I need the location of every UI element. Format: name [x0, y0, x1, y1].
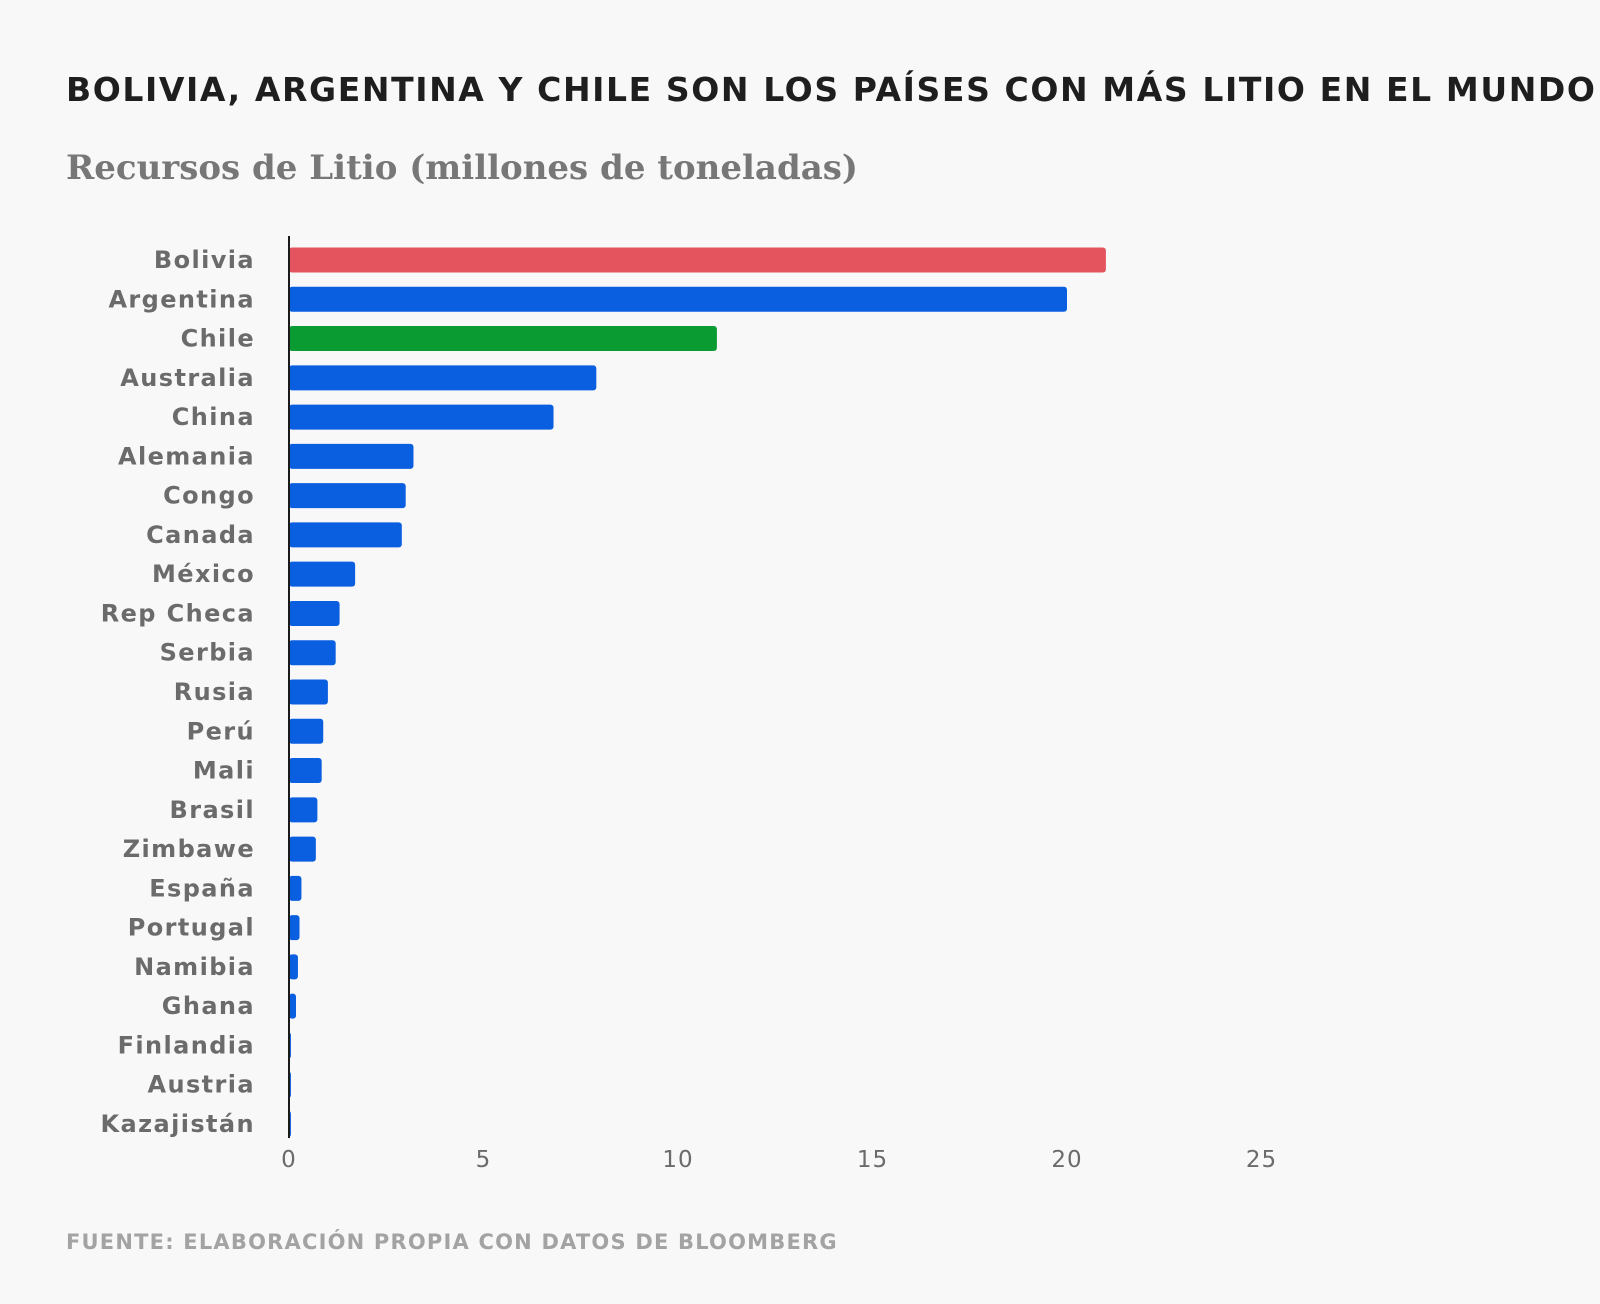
- chart-subtitle: Recursos de Litio (millones de toneladas…: [66, 148, 858, 188]
- category-label-rusia: Rusia: [174, 678, 255, 706]
- bar-brasil: [289, 797, 318, 823]
- bar-canada: [289, 522, 402, 548]
- bar-chile: [289, 326, 717, 352]
- category-label-argentina: Argentina: [108, 285, 255, 313]
- bar-portugal: [289, 915, 300, 941]
- category-label-chile: Chile: [181, 325, 255, 353]
- category-label-portugal: Portugal: [128, 914, 255, 942]
- category-label-austria: Austria: [148, 1071, 255, 1099]
- x-tick-label-0: 0: [281, 1147, 297, 1173]
- bar-espana: [289, 875, 302, 901]
- category-label-zimbawe: Zimbawe: [123, 835, 255, 863]
- category-label-serbia: Serbia: [160, 639, 255, 667]
- category-label-australia: Australia: [120, 364, 255, 392]
- category-label-mali: Mali: [193, 757, 255, 785]
- category-label-rep-checa: Rep Checa: [101, 599, 255, 627]
- bar-mali: [289, 758, 322, 784]
- bar-alemania: [289, 443, 414, 469]
- category-label-peru: Perú: [187, 717, 255, 745]
- category-label-espana: España: [149, 874, 255, 902]
- x-tick-label-5: 5: [476, 1147, 492, 1173]
- bar-mexico: [289, 561, 356, 587]
- bar-ghana: [289, 993, 297, 1019]
- category-label-namibia: Namibia: [134, 953, 255, 981]
- bar-bolivia: [289, 247, 1106, 273]
- bar-argentina: [289, 286, 1067, 312]
- x-tick-label-20: 20: [1051, 1147, 1082, 1173]
- category-label-bolivia: Bolivia: [154, 246, 255, 274]
- bar-serbia: [289, 640, 336, 666]
- bar-rep-checa: [289, 600, 340, 626]
- category-label-kazajistan: Kazajistán: [101, 1110, 255, 1138]
- bar-zimbawe: [289, 836, 316, 862]
- bar-rusia: [289, 679, 328, 705]
- x-tick-label-10: 10: [662, 1147, 693, 1173]
- source-note: FUENTE: ELABORACIÓN PROPIA CON DATOS DE …: [66, 1230, 838, 1254]
- category-label-finlandia: Finlandia: [118, 1031, 255, 1059]
- category-label-brasil: Brasil: [170, 796, 255, 824]
- category-label-alemania: Alemania: [118, 442, 255, 470]
- category-label-congo: Congo: [163, 482, 255, 510]
- bar-congo: [289, 483, 406, 509]
- category-label-china: China: [172, 403, 255, 431]
- category-label-ghana: Ghana: [162, 992, 255, 1020]
- bar-china: [289, 404, 554, 430]
- chart-title: BOLIVIA, ARGENTINA Y CHILE SON LOS PAÍSE…: [66, 70, 1597, 109]
- bar-chart: Bolivia Argentina Chile Australia China Alema…: [101, 236, 1277, 1173]
- bar-namibia: [289, 954, 298, 980]
- bar-peru: [289, 718, 324, 744]
- x-tick-label-15: 15: [857, 1147, 888, 1173]
- category-label-mexico: México: [152, 560, 255, 588]
- x-tick-label-25: 25: [1246, 1147, 1277, 1173]
- bar-australia: [289, 365, 597, 391]
- category-label-canada: Canada: [146, 521, 255, 549]
